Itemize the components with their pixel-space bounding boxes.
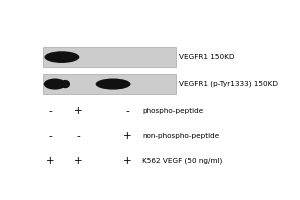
Ellipse shape (96, 79, 130, 90)
Bar (43, 74, 176, 94)
Ellipse shape (44, 79, 66, 90)
Text: -: - (125, 106, 129, 116)
Text: -: - (76, 131, 80, 141)
Text: +: + (123, 156, 131, 166)
Text: VEGFR1 (p-Tyr1333) 150KD: VEGFR1 (p-Tyr1333) 150KD (179, 81, 278, 87)
Bar (43, 47, 176, 67)
Text: -: - (48, 131, 52, 141)
Text: non-phospho-peptide: non-phospho-peptide (142, 133, 219, 139)
Text: +: + (46, 156, 55, 166)
Text: +: + (74, 156, 82, 166)
Text: +: + (123, 131, 131, 141)
Text: K562 VEGF (50 ng/ml): K562 VEGF (50 ng/ml) (142, 158, 222, 164)
Text: phospho-peptide: phospho-peptide (142, 108, 203, 114)
Ellipse shape (61, 80, 70, 88)
Text: -: - (48, 106, 52, 116)
Ellipse shape (44, 51, 79, 63)
Text: +: + (74, 106, 82, 116)
Text: VEGFR1 150KD: VEGFR1 150KD (179, 54, 235, 60)
